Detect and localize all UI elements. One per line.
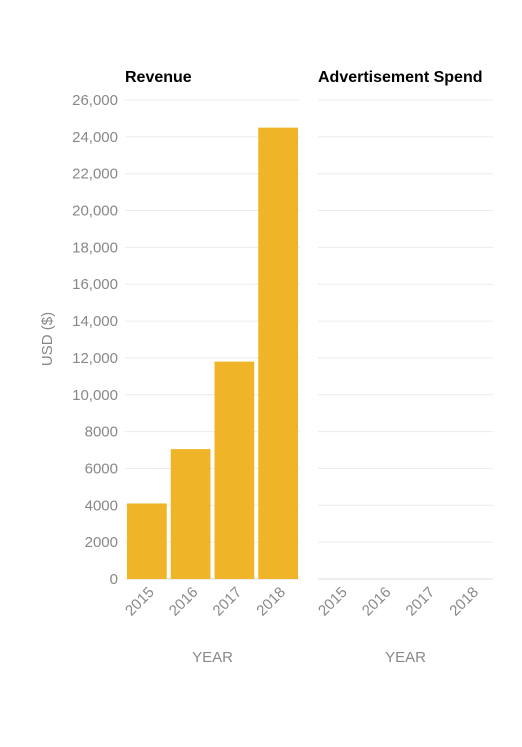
y-axis-title: USD ($) <box>39 312 56 366</box>
x-tick-label-advertisement-spend-2017: 2017 <box>403 584 439 620</box>
y-tick-label-4000: 4000 <box>85 497 118 514</box>
x-tick-label-revenue-2016: 2016 <box>166 584 202 620</box>
x-tick-label-revenue-2017: 2017 <box>210 584 246 620</box>
bar-revenue-2018[interactable] <box>258 127 298 579</box>
panel-advertisement-spend: 2015 2016 2017 2018 <box>315 99 493 620</box>
bar-revenue-2016[interactable] <box>170 449 211 579</box>
y-tick-label-0: 0 <box>110 571 118 588</box>
y-tick-label-20000: 20,000 <box>72 203 118 220</box>
y-tick-label-12000: 12,000 <box>72 350 118 367</box>
panel-title-revenue: Revenue <box>125 69 192 86</box>
y-tick-label-16000: 16,000 <box>72 276 118 293</box>
panel-title-advertisement-spend: Advertisement Spend <box>318 69 482 86</box>
x-tick-label-advertisement-spend-2016: 2016 <box>359 584 395 620</box>
x-tick-label-revenue-2015: 2015 <box>122 584 158 620</box>
y-tick-label-8000: 8000 <box>85 424 118 441</box>
y-tick-label-24000: 24,000 <box>72 129 118 146</box>
bar-revenue-2015[interactable] <box>127 503 167 579</box>
x-axis-title-revenue: YEAR <box>192 649 233 666</box>
y-tick-label-6000: 6000 <box>85 460 118 477</box>
x-tick-label-revenue-2018: 2018 <box>253 584 289 620</box>
bar-revenue-2017[interactable] <box>214 361 255 579</box>
panel-revenue: 2015 2016 2017 2018 <box>122 99 300 620</box>
y-tick-label-26000: 26,000 <box>72 92 118 109</box>
y-tick-label-14000: 14,000 <box>72 313 118 330</box>
y-tick-label-2000: 2000 <box>85 534 118 551</box>
y-tick-label-22000: 22,000 <box>72 166 118 183</box>
x-tick-label-advertisement-spend-2015: 2015 <box>315 584 351 620</box>
y-tick-label-10000: 10,000 <box>72 387 118 404</box>
x-tick-label-advertisement-spend-2018: 2018 <box>446 584 482 620</box>
y-tick-label-18000: 18,000 <box>72 239 118 256</box>
x-axis-title-advertisement-spend: YEAR <box>385 649 426 666</box>
